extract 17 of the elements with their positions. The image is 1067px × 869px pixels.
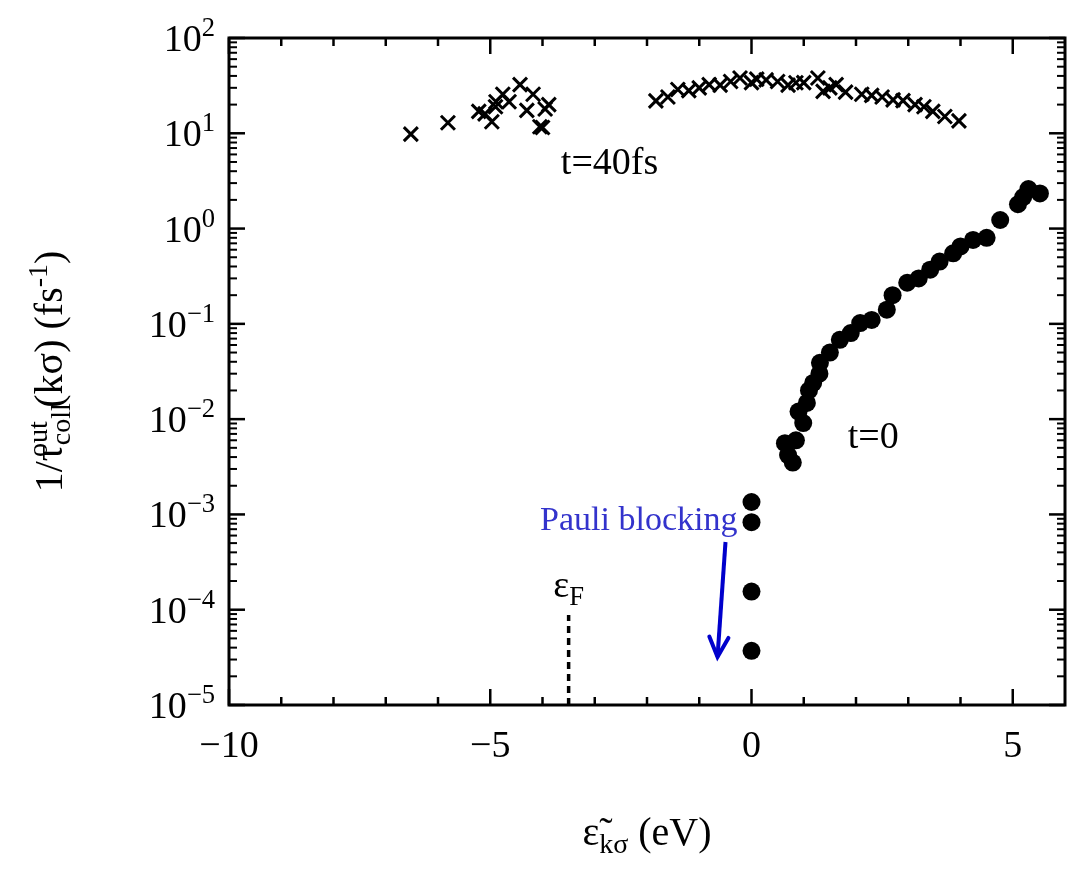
y-tick-label: 10$^{0}$ — [163, 202, 215, 250]
annotation: Pauli blocking — [540, 500, 738, 537]
x-tick-label: 0 — [742, 723, 761, 765]
series-label: t=0 — [847, 413, 899, 456]
y-tick-label: 10$^{−1}$ — [148, 298, 215, 345]
x-tick-label: 5 — [1003, 723, 1023, 765]
x-axis-title: ε̃$_{kσ}$ (eV) — [582, 809, 712, 860]
y-tick-label: 10$^{1}$ — [163, 107, 215, 155]
y-tick-label: 10$^{2}$ — [163, 12, 215, 59]
series-label: t=40fs — [560, 140, 659, 183]
y-tick-label: 10$^{−5}$ — [148, 679, 215, 726]
y-tick-label: 10$^{−2}$ — [148, 393, 215, 441]
y-tick-label: 10$^{−4}$ — [148, 583, 215, 631]
x-tick-label: −10 — [199, 723, 259, 765]
ref-line-label: ε$_{F}$ — [553, 562, 585, 612]
y-tick-label: 10$^{−3}$ — [148, 488, 215, 536]
x-tick-label: −5 — [470, 723, 511, 765]
